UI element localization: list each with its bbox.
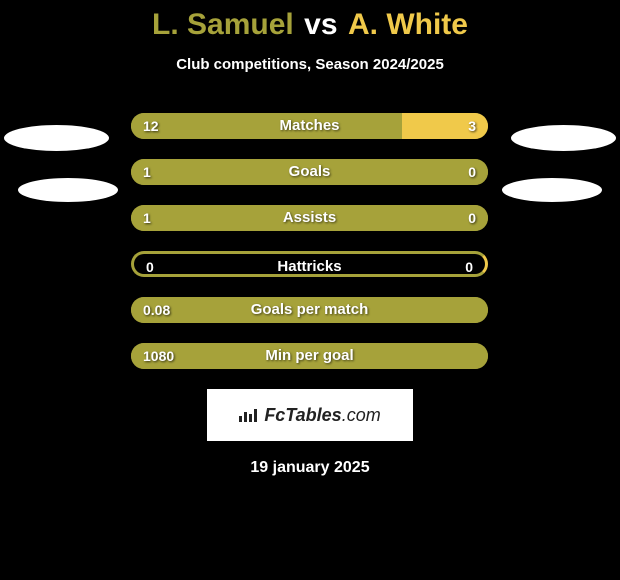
stat-label: Min per goal	[131, 343, 488, 369]
stat-bar-track: 00Hattricks	[131, 251, 488, 277]
chart-icon	[239, 405, 262, 425]
fctables-domain: .com	[342, 405, 381, 425]
stat-row: 00Hattricks	[0, 251, 620, 277]
stat-bar-track: 0.08Goals per match	[131, 297, 488, 323]
stat-row: 123Matches	[0, 113, 620, 139]
player2-name: A. White	[348, 8, 468, 41]
stat-bar-track: 1080Min per goal	[131, 343, 488, 369]
stat-label: Hattricks	[134, 254, 485, 277]
stat-row: 10Assists	[0, 205, 620, 231]
stat-label: Goals	[131, 159, 488, 185]
stat-row: 10Goals	[0, 159, 620, 185]
stat-row: 1080Min per goal	[0, 343, 620, 369]
stats-container: 123Matches 10Goals 10Assists 00Hattricks 0.0…	[0, 113, 620, 369]
fctables-link[interactable]: FcTables.com	[207, 389, 413, 441]
stat-row: 0.08Goals per match	[0, 297, 620, 323]
stat-bar-track: 123Matches	[131, 113, 488, 139]
fctables-text: FcTables	[264, 405, 341, 425]
subtitle: Club competitions, Season 2024/2025	[0, 56, 620, 73]
comparison-title: L. Samuel vs A. White	[0, 0, 620, 42]
stat-bar-track: 10Goals	[131, 159, 488, 185]
stat-bar-track: 10Assists	[131, 205, 488, 231]
stat-label: Assists	[131, 205, 488, 231]
stat-label: Goals per match	[131, 297, 488, 323]
vs-label: vs	[304, 8, 337, 41]
date-label: 19 january 2025	[0, 459, 620, 477]
stat-label: Matches	[131, 113, 488, 139]
player1-name: L. Samuel	[152, 8, 294, 41]
